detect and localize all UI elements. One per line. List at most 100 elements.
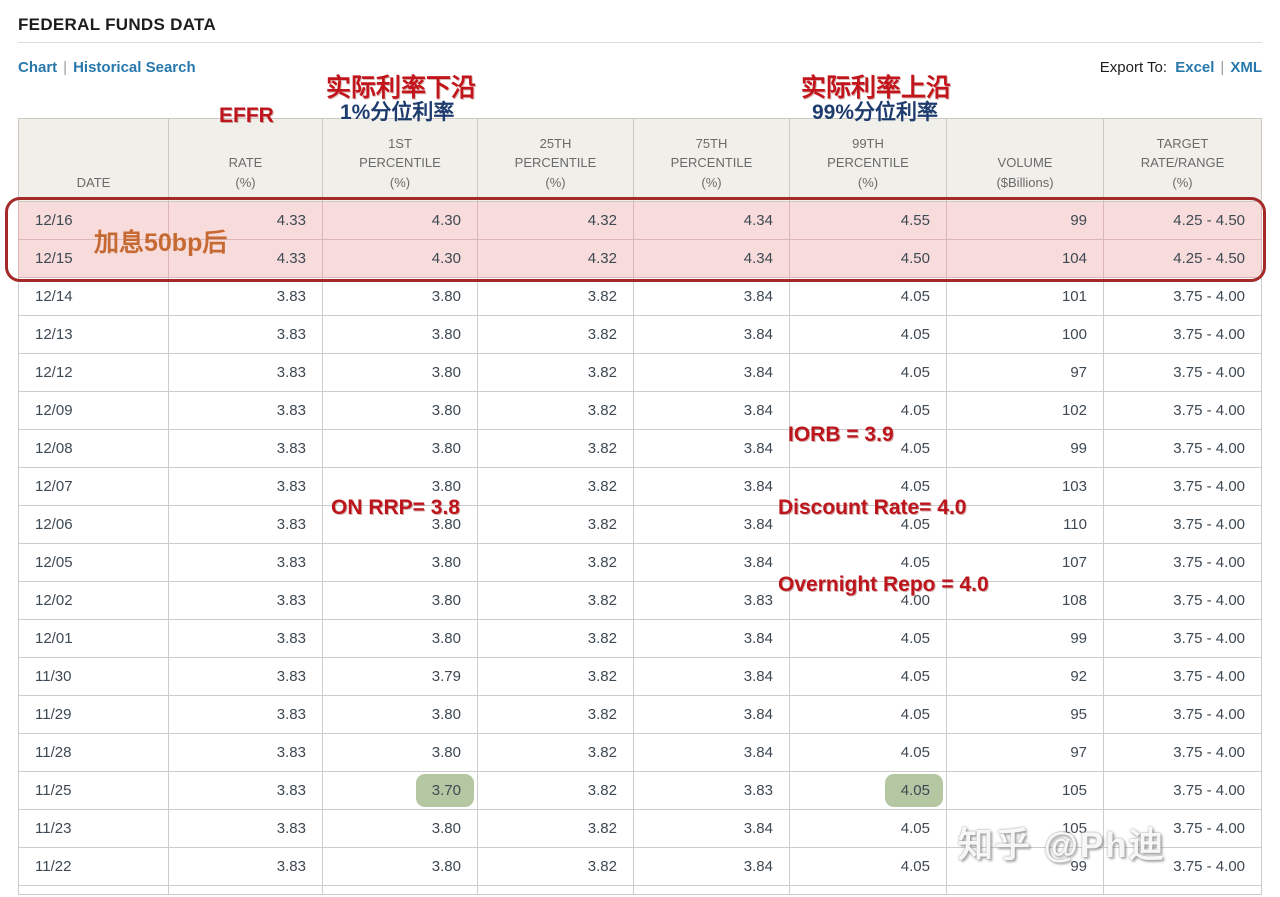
value-cell: 3.82 [477,467,634,506]
value-cell: 4.05 [789,771,947,810]
value-cell: 3.80 [322,391,478,430]
table-row: 12/01 3.83 3.80 3.82 3.84 4.05 99 3.75 - 4.00 [18,619,1262,658]
export-label: Export To: [1099,59,1168,76]
historical-search-link[interactable]: Historical Search [73,59,196,76]
empty-cell [477,885,634,895]
value-cell: 4.05 [789,733,947,772]
table-row: 11/28 3.83 3.80 3.82 3.84 4.05 97 3.75 - 4.00 [18,733,1262,772]
value-cell: 3.82 [477,733,634,772]
value-cell: 99 [946,847,1104,886]
date-cell: 12/15 [18,239,169,278]
value-cell: 4.25 - 4.50 [1103,201,1262,240]
value-cell: 3.82 [477,581,634,620]
value-cell: 3.83 [168,467,323,506]
value-cell: 4.32 [477,239,634,278]
table-row: 12/13 3.83 3.80 3.82 3.84 4.05 100 3.75 - 4.00 [18,315,1262,354]
value-cell: 3.75 - 4.00 [1103,467,1262,506]
date-cell: 12/05 [18,543,169,582]
table-row: 11/25 3.83 3.70 3.82 3.83 4.05 105 3.75 - 4.00 [18,771,1262,810]
value-cell: 4.05 [789,277,947,316]
table-row: 12/15 4.33 4.30 4.32 4.34 4.50 104 4.25 - 4.50 [18,239,1262,278]
value-cell: 4.00 [789,581,947,620]
table-row: 12/02 3.83 3.80 3.82 3.83 4.00 108 3.75 - 4.00 [18,581,1262,620]
empty-cell [322,885,478,895]
value-cell: 3.75 - 4.00 [1103,695,1262,734]
table-row: 11/23 3.83 3.80 3.82 3.84 4.05 105 3.75 - 4.00 [18,809,1262,848]
value-cell: 100 [946,315,1104,354]
export-excel-link[interactable]: Excel [1175,59,1215,76]
value-cell: 3.80 [322,315,478,354]
funds-table-header-row: DATE RATE (%) 1ST PERCENTILE (%) 25TH PERCENTIL… [18,118,1262,202]
value-cell: 3.80 [322,809,478,848]
chart-link[interactable]: Chart [18,59,58,76]
value-cell: 3.75 - 4.00 [1103,429,1262,468]
value-cell: 4.05 [789,657,947,696]
value-cell: 3.83 [633,581,790,620]
column-header: 75TH PERCENTILE (%) [633,118,790,202]
value-cell: 3.75 - 4.00 [1103,619,1262,658]
table-row: 12/08 3.83 3.80 3.82 3.84 4.05 99 3.75 - 4.00 [18,429,1262,468]
value-cell: 3.83 [168,315,323,354]
value-cell: 3.80 [322,847,478,886]
value-cell: 3.75 - 4.00 [1103,733,1262,772]
date-cell: 12/14 [18,277,169,316]
value-cell: 3.83 [168,277,323,316]
date-cell: 12/06 [18,505,169,544]
value-cell: 3.84 [633,543,790,582]
value-cell: 3.75 - 4.00 [1103,581,1262,620]
value-cell: 3.83 [168,543,323,582]
page-title: FEDERAL FUNDS DATA [18,15,217,34]
export-xml-link[interactable]: XML [1230,59,1262,76]
value-cell: 4.25 - 4.50 [1103,239,1262,278]
value-cell: 110 [946,505,1104,544]
value-cell: 3.80 [322,733,478,772]
column-header: TARGET RATE/RANGE (%) [1103,118,1262,202]
value-cell: 3.83 [168,581,323,620]
value-cell: 3.83 [168,391,323,430]
value-cell: 105 [946,771,1104,810]
value-cell: 4.05 [789,809,947,848]
empty-cell [789,885,947,895]
column-header: 99TH PERCENTILE (%) [789,118,947,202]
value-cell: 3.84 [633,429,790,468]
table-row: 11/22 3.83 3.80 3.82 3.84 4.05 99 3.75 - 4.00 [18,847,1262,886]
value-cell: 4.05 [789,543,947,582]
value-cell: 3.75 - 4.00 [1103,315,1262,354]
value-cell: 3.83 [168,809,323,848]
empty-cell [633,885,790,895]
value-cell: 3.83 [168,353,323,392]
date-cell: 12/02 [18,581,169,620]
date-cell: 11/29 [18,695,169,734]
value-cell: 4.05 [789,619,947,658]
table-row: 12/14 3.83 3.80 3.82 3.84 4.05 101 3.75 - 4.00 [18,277,1262,316]
date-cell: 12/01 [18,619,169,658]
value-cell: 4.05 [789,353,947,392]
value-cell: 3.84 [633,353,790,392]
value-cell: 107 [946,543,1104,582]
date-cell: 12/07 [18,467,169,506]
value-cell: 95 [946,695,1104,734]
value-cell: 3.82 [477,505,634,544]
funds-table-container: DATE RATE (%) 1ST PERCENTILE (%) 25TH PERCENTIL… [18,118,1262,895]
value-cell: 4.05 [789,695,947,734]
table-row: 12/07 3.83 3.80 3.82 3.84 4.05 103 3.75 - 4.00 [18,467,1262,506]
funds-table: DATE RATE (%) 1ST PERCENTILE (%) 25TH PERCENTIL… [18,118,1262,895]
value-cell: 3.80 [322,695,478,734]
value-cell: 3.84 [633,315,790,354]
value-cell: 105 [946,809,1104,848]
value-cell: 3.84 [633,733,790,772]
value-cell: 3.82 [477,543,634,582]
value-cell: 102 [946,391,1104,430]
value-cell: 3.70 [322,771,478,810]
view-nav: Chart | Historical Search [18,59,196,76]
value-cell: 3.80 [322,429,478,468]
value-cell: 3.84 [633,809,790,848]
table-row: 12/06 3.83 3.80 3.82 3.84 4.05 110 3.75 - 4.00 [18,505,1262,544]
value-cell: 3.80 [322,543,478,582]
table-row: 12/12 3.83 3.80 3.82 3.84 4.05 97 3.75 - 4.00 [18,353,1262,392]
value-cell: 97 [946,733,1104,772]
value-cell: 3.84 [633,695,790,734]
value-cell: 3.83 [168,657,323,696]
value-cell: 3.83 [168,619,323,658]
